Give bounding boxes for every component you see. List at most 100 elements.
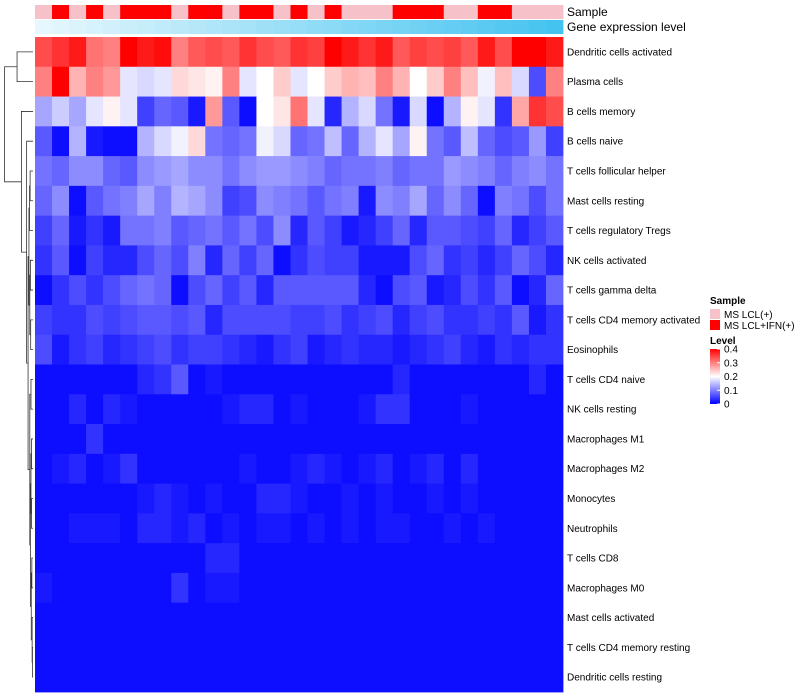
heatmap-cell [324, 185, 342, 217]
heatmap-cell [511, 37, 530, 68]
heatmap-cell [256, 602, 274, 633]
heatmap-cell [324, 215, 342, 246]
heatmap-cell [409, 543, 428, 574]
heatmap-cell [120, 156, 138, 187]
heatmap-cell [358, 185, 377, 217]
sample-annotation-cell [256, 5, 274, 19]
heatmap-cell [324, 543, 342, 574]
heatmap-cell [103, 602, 121, 633]
heatmap-cell [256, 185, 274, 217]
heatmap-cell [103, 156, 121, 187]
heatmap-cell [137, 424, 155, 455]
heatmap-cell [511, 572, 530, 604]
heatmap-cell [256, 334, 274, 365]
heatmap-cell [69, 304, 87, 336]
heatmap-cell [35, 602, 53, 633]
heatmap-cell [120, 543, 138, 574]
heatmap-cell [443, 364, 462, 395]
legend-label-ms-lcl-ifn: MS LCL+IFN(+) [724, 321, 795, 332]
heatmap-cell [443, 126, 462, 157]
heatmap-cell [239, 185, 257, 217]
sample-annotation-cell [426, 5, 445, 19]
row-label: Dendritic cells activated [567, 47, 672, 58]
heatmap-cell [460, 334, 479, 365]
heatmap-cell [477, 66, 496, 97]
heatmap-cell [528, 543, 547, 574]
heatmap-cell [290, 632, 308, 663]
heatmap-cell [375, 662, 394, 693]
heatmap-cell [443, 156, 462, 187]
heatmap-cell [324, 275, 342, 306]
heatmap-cell [222, 513, 240, 544]
heatmap-cell [171, 424, 189, 455]
heatmap-cell [358, 513, 377, 544]
heatmap-cell [443, 602, 462, 633]
heatmap-cell [307, 453, 325, 484]
heatmap-cell [409, 602, 428, 633]
gene-expression-annotation-cell [426, 20, 445, 34]
legend-level-tick-label: 0.3 [724, 358, 738, 369]
heatmap-cell [205, 662, 223, 693]
heatmap-cell [171, 66, 189, 97]
heatmap-cell [494, 334, 513, 365]
heatmap-cell [511, 66, 530, 97]
heatmap-cell [290, 483, 308, 514]
heatmap-cell [103, 37, 121, 68]
heatmap-cell [222, 126, 240, 157]
heatmap-cell [494, 632, 513, 663]
heatmap-cell [222, 304, 240, 336]
heatmap-cell [205, 483, 223, 514]
heatmap-cell [188, 424, 206, 455]
heatmap-cell [222, 37, 240, 68]
heatmap-cell [239, 513, 257, 544]
sample-annotation-cell [239, 5, 257, 19]
heatmap-cell [358, 156, 377, 187]
heatmap-cell [375, 156, 394, 187]
heatmap-cell [409, 424, 428, 455]
heatmap-cell [69, 96, 87, 127]
gene-expression-annotation-cell [290, 20, 308, 34]
heatmap-cell [545, 156, 564, 187]
heatmap-cell [545, 543, 564, 574]
heatmap-cell [511, 96, 530, 127]
heatmap-cell [443, 453, 462, 484]
heatmap-cell [307, 37, 325, 68]
heatmap-cell [188, 662, 206, 693]
heatmap-cell [392, 66, 411, 97]
heatmap-cell [35, 334, 53, 365]
heatmap-cell [52, 632, 70, 663]
heatmap-cell [409, 334, 428, 365]
heatmap-cell [443, 334, 462, 365]
heatmap-cell [290, 245, 308, 276]
heatmap-cell [86, 334, 104, 365]
gene-expression-annotation-cell [375, 20, 394, 34]
heatmap-cell [443, 513, 462, 544]
heatmap-cell [69, 126, 87, 157]
heatmap-cell [545, 453, 564, 484]
heatmap-cell [307, 424, 325, 455]
heatmap-cell [120, 126, 138, 157]
heatmap-cell [120, 334, 138, 365]
heatmap-cell [409, 185, 428, 217]
heatmap-cell [273, 483, 291, 514]
heatmap-cell [375, 483, 394, 514]
legend-level-title: Level [710, 336, 736, 347]
heatmap-cell [103, 453, 121, 484]
heatmap-cell [171, 96, 189, 127]
heatmap-cell [52, 185, 70, 217]
heatmap-cell [494, 364, 513, 395]
heatmap-cell [188, 453, 206, 484]
heatmap-cell [341, 513, 360, 544]
heatmap-cell [358, 245, 377, 276]
heatmap-cell [307, 304, 325, 336]
heatmap-cell [256, 632, 274, 663]
heatmap-cell [358, 304, 377, 336]
heatmap-cell [86, 245, 104, 276]
heatmap-cell [35, 424, 53, 455]
row-label: NK cells activated [567, 256, 646, 267]
heatmap-cell [171, 632, 189, 663]
gene-expression-annotation-cell [69, 20, 87, 34]
heatmap-cell [103, 185, 121, 217]
heatmap-cell [409, 245, 428, 276]
heatmap-cell [511, 275, 530, 306]
